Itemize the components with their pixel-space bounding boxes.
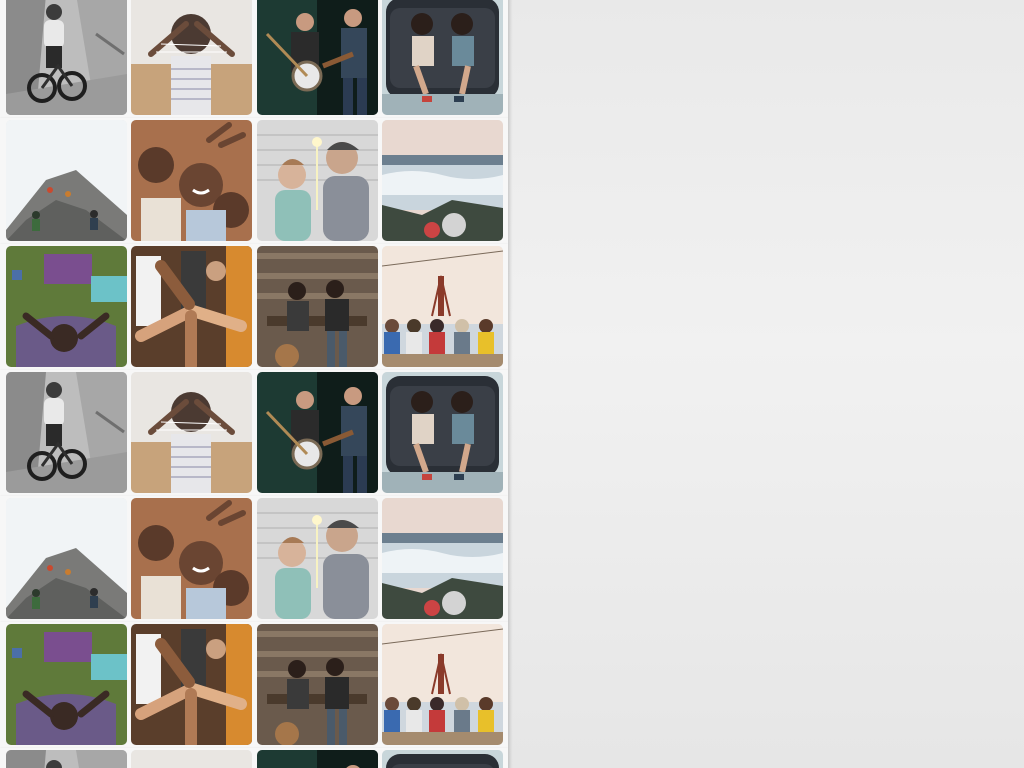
hikers-mountain-photo-image xyxy=(6,120,127,241)
friends-cable-car-photo-image xyxy=(382,246,503,367)
friends-cable-car-photo-image xyxy=(382,624,503,745)
friends-car-trunk-photo[interactable] xyxy=(382,750,503,768)
mountain-clouds-photo[interactable] xyxy=(382,498,503,619)
cyclist-photo-image xyxy=(6,0,127,115)
laptop-grass-photo-image xyxy=(6,624,127,745)
child-string-game-photo[interactable] xyxy=(131,372,252,493)
cyclist-photo-image xyxy=(6,372,127,493)
couple-bench-photo[interactable] xyxy=(257,624,378,745)
musicians-banjo-photo[interactable] xyxy=(257,0,378,115)
children-smiling-photo-image xyxy=(131,120,252,241)
laptop-grass-photo[interactable] xyxy=(6,246,127,367)
children-smiling-photo[interactable] xyxy=(131,498,252,619)
friends-car-trunk-photo-image xyxy=(382,750,503,768)
hands-together-photo[interactable] xyxy=(131,246,252,367)
couple-bench-photo-image xyxy=(257,246,378,367)
child-sparkler-photo-image xyxy=(257,498,378,619)
photo-card[interactable] xyxy=(0,118,508,245)
child-string-game-photo-image xyxy=(131,0,252,115)
friends-car-trunk-photo[interactable] xyxy=(382,0,503,115)
hands-together-photo[interactable] xyxy=(131,624,252,745)
photo-card[interactable] xyxy=(0,496,508,623)
musicians-banjo-photo-image xyxy=(257,372,378,493)
friends-car-trunk-photo-image xyxy=(382,372,503,493)
hands-together-photo-image xyxy=(131,624,252,745)
photo-card[interactable] xyxy=(0,748,508,768)
children-smiling-photo[interactable] xyxy=(131,120,252,241)
friends-cable-car-photo[interactable] xyxy=(382,246,503,367)
child-string-game-photo-image xyxy=(131,372,252,493)
musicians-banjo-photo-image xyxy=(257,0,378,115)
musicians-banjo-photo[interactable] xyxy=(257,750,378,768)
couple-bench-photo[interactable] xyxy=(257,246,378,367)
children-smiling-photo-image xyxy=(131,498,252,619)
child-string-game-photo[interactable] xyxy=(131,750,252,768)
friends-car-trunk-photo[interactable] xyxy=(382,372,503,493)
friends-car-trunk-photo-image xyxy=(382,0,503,115)
cyclist-photo[interactable] xyxy=(6,372,127,493)
child-sparkler-photo[interactable] xyxy=(257,120,378,241)
laptop-grass-photo[interactable] xyxy=(6,624,127,745)
musicians-banjo-photo-image xyxy=(257,750,378,768)
child-sparkler-photo-image xyxy=(257,120,378,241)
friends-cable-car-photo[interactable] xyxy=(382,624,503,745)
cyclist-photo[interactable] xyxy=(6,750,127,768)
photo-card[interactable] xyxy=(0,370,508,497)
hikers-mountain-photo[interactable] xyxy=(6,498,127,619)
musicians-banjo-photo[interactable] xyxy=(257,372,378,493)
hikers-mountain-photo[interactable] xyxy=(6,120,127,241)
couple-bench-photo-image xyxy=(257,624,378,745)
child-sparkler-photo[interactable] xyxy=(257,498,378,619)
photo-card[interactable] xyxy=(0,0,508,119)
photo-collage-strip[interactable] xyxy=(0,0,508,768)
mountain-clouds-photo-image xyxy=(382,498,503,619)
child-string-game-photo-image xyxy=(131,750,252,768)
child-string-game-photo[interactable] xyxy=(131,0,252,115)
mountain-clouds-photo[interactable] xyxy=(382,120,503,241)
hands-together-photo-image xyxy=(131,246,252,367)
photo-card[interactable] xyxy=(0,622,508,749)
cyclist-photo[interactable] xyxy=(6,0,127,115)
laptop-grass-photo-image xyxy=(6,246,127,367)
hikers-mountain-photo-image xyxy=(6,498,127,619)
mountain-clouds-photo-image xyxy=(382,120,503,241)
cyclist-photo-image xyxy=(6,750,127,768)
photo-card[interactable] xyxy=(0,244,508,371)
